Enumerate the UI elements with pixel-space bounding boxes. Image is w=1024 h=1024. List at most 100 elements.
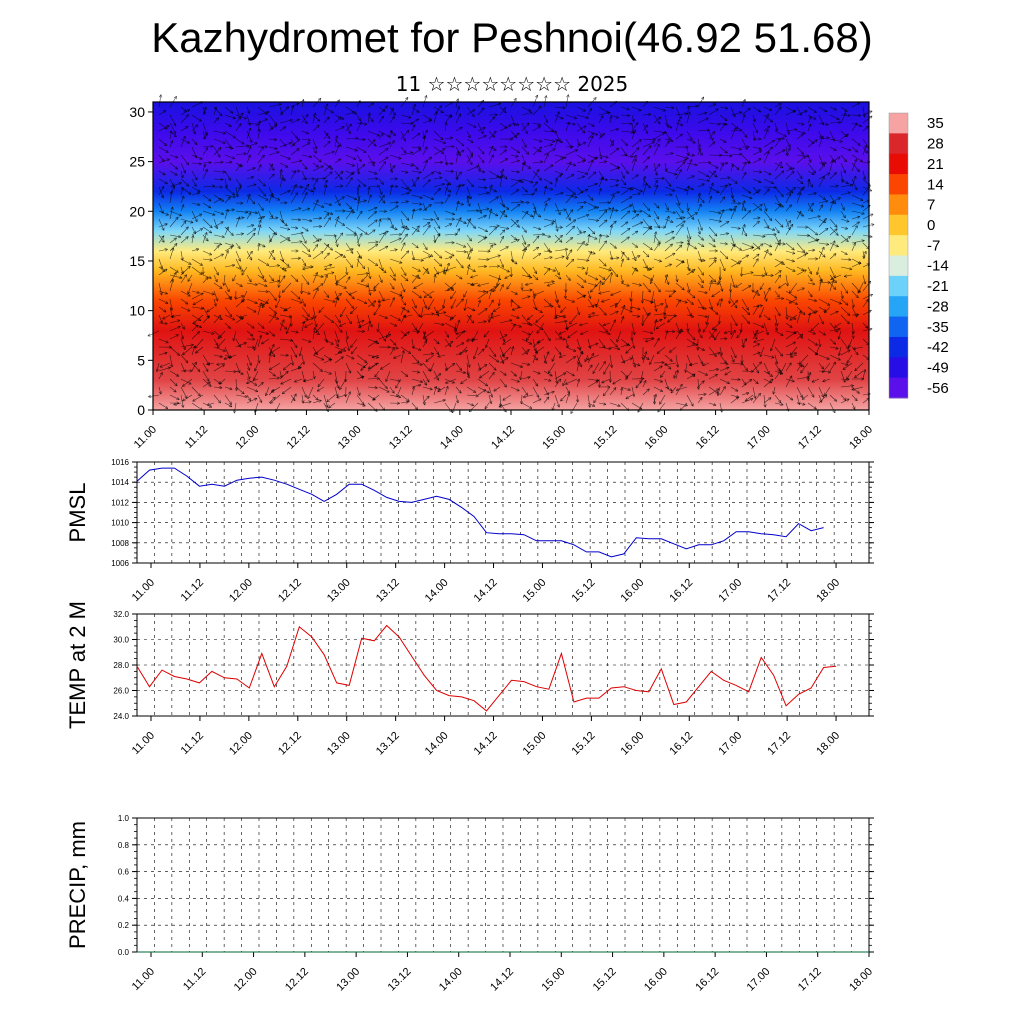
wind-arrow (631, 255, 641, 260)
wind-arrow-head (518, 204, 521, 207)
wind-arrow-head (506, 357, 509, 361)
wind-arrow-head (427, 307, 431, 310)
wind-arrow (323, 140, 331, 148)
wind-arrow (411, 118, 419, 124)
wind-arrow (433, 338, 440, 345)
wind-arrow-head (275, 124, 278, 128)
wind-arrow-head (223, 356, 227, 360)
wind-arrow-head (527, 376, 531, 380)
wind-arrow (246, 370, 251, 380)
wind-arrow-head (205, 369, 209, 372)
wind-arrow (455, 200, 460, 212)
wind-arrow (279, 370, 289, 380)
wind-arrow (442, 298, 446, 309)
wind-arrow-head (630, 156, 634, 159)
wind-arrow (224, 242, 235, 247)
wind-arrow (246, 330, 254, 337)
wind-arrow-head (523, 230, 527, 233)
wind-arrow-head (428, 255, 432, 259)
wind-arrow-head (519, 376, 521, 380)
wind-arrow-head (350, 345, 354, 348)
wind-arrow-head (560, 239, 563, 243)
wind-arrow (223, 274, 226, 286)
wind-arrow (499, 107, 507, 116)
wind-arrow-head (306, 282, 310, 285)
wind-arrow-head (410, 123, 414, 126)
wind-arrow (224, 208, 229, 220)
wind-arrow-head (327, 140, 331, 143)
wind-arrow-head (423, 294, 426, 298)
wind-arrow (554, 130, 561, 142)
wind-arrow (576, 274, 587, 283)
wind-arrow-head (252, 338, 256, 341)
wind-arrow-head (165, 300, 169, 304)
wind-arrow-head (493, 372, 495, 376)
wind-arrow-head (520, 377, 523, 381)
wind-arrow-head (526, 364, 531, 366)
wind-arrow (169, 237, 177, 244)
wind-arrow-head (449, 410, 453, 413)
wind-arrow-head (326, 398, 329, 402)
wind-arrow (389, 290, 402, 297)
wind-arrow (202, 232, 208, 244)
wind-arrow-head (303, 379, 306, 382)
wind-arrow (271, 386, 281, 393)
wind-arrow-head (601, 299, 604, 303)
wind-arrow-head (526, 189, 528, 193)
wind-arrow-head (220, 160, 224, 163)
wind-arrow-head (176, 166, 178, 170)
wind-arrow-head (437, 356, 441, 358)
wind-arrow-head (339, 330, 343, 333)
wind-arrow-head (426, 395, 430, 398)
wind-arrow-head (565, 295, 568, 299)
wind-arrow (345, 209, 354, 220)
wind-arrow-head (536, 276, 539, 281)
wind-arrow (455, 362, 462, 371)
wind-arrow (444, 178, 452, 186)
wind-arrow-head (482, 289, 486, 292)
wind-arrow-head (263, 155, 265, 159)
wind-arrow-head (498, 303, 501, 307)
wind-arrow-head (514, 263, 518, 265)
wind-arrow (202, 145, 214, 148)
wind-arrow-head (586, 188, 589, 192)
wind-arrow (340, 306, 347, 318)
wind-arrow-head (200, 308, 204, 310)
wind-arrow-head (493, 355, 497, 357)
wind-arrow-head (183, 274, 187, 277)
wind-arrow-head (405, 200, 409, 202)
wind-arrow-head (308, 248, 311, 252)
wind-arrow (422, 194, 434, 200)
wind-arrow-head (611, 115, 613, 119)
wind-arrow-head (206, 362, 210, 365)
wind-arrow (532, 170, 542, 181)
wind-arrow (312, 400, 322, 404)
wind-arrow-head (315, 315, 317, 319)
wind-arrow-head (315, 112, 317, 116)
wind-arrow-head (548, 371, 551, 374)
wind-arrow-head (240, 163, 244, 167)
wind-arrow-head (395, 348, 399, 350)
wind-arrow-head (630, 189, 634, 191)
wind-arrow-head (549, 250, 553, 253)
wind-arrow-head (485, 191, 489, 193)
wind-arrow (224, 264, 235, 268)
wind-arrow-head (475, 395, 479, 398)
wind-arrow-head (616, 344, 618, 348)
wind-arrow-head (373, 288, 377, 291)
wind-arrow-head (444, 368, 448, 371)
wind-arrow (433, 161, 443, 164)
wind-arrow-head (206, 402, 210, 406)
wind-arrow (307, 386, 314, 399)
wind-arrow-head (558, 331, 562, 335)
wind-arrow-head (234, 410, 237, 414)
wind-arrow-head (382, 181, 384, 185)
wind-arrow (290, 298, 303, 304)
wind-arrow-head (198, 189, 201, 192)
wind-arrow (567, 330, 578, 339)
wind-arrow-head (377, 329, 380, 333)
wind-arrow (290, 274, 299, 282)
wind-arrow-head (248, 363, 252, 366)
wind-arrow (554, 274, 562, 280)
wind-arrow-head (249, 122, 251, 126)
